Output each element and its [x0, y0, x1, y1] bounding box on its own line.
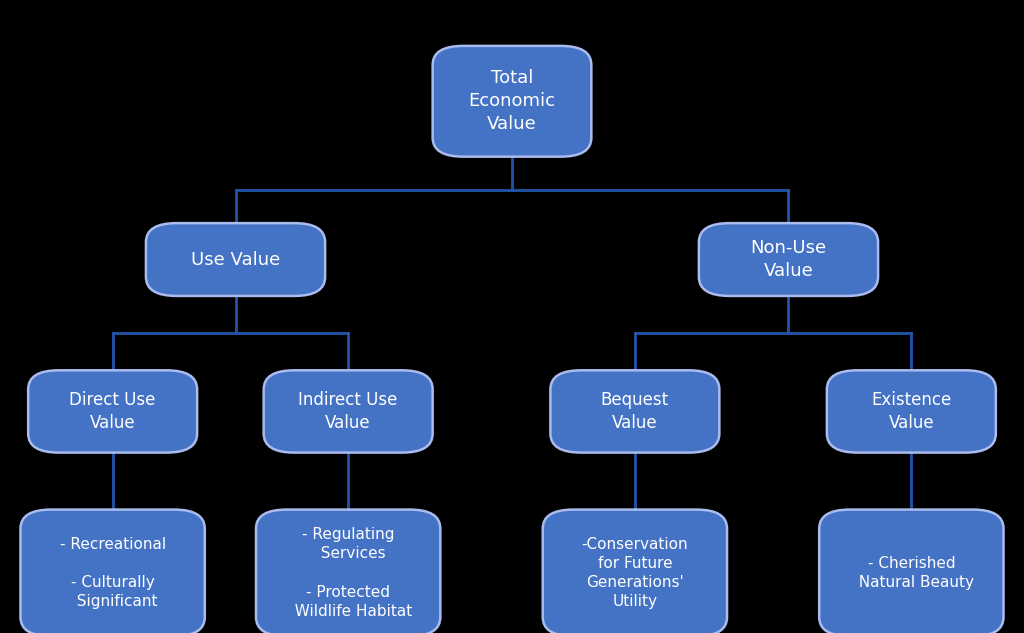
Text: - Cherished
  Natural Beauty: - Cherished Natural Beauty: [849, 556, 974, 590]
FancyBboxPatch shape: [256, 510, 440, 633]
FancyBboxPatch shape: [432, 46, 592, 157]
Text: Use Value: Use Value: [190, 251, 281, 268]
FancyBboxPatch shape: [819, 510, 1004, 633]
Text: - Recreational

- Culturally
  Significant: - Recreational - Culturally Significant: [59, 537, 166, 609]
Text: Direct Use
Value: Direct Use Value: [70, 391, 156, 432]
Text: Bequest
Value: Bequest Value: [601, 391, 669, 432]
FancyBboxPatch shape: [698, 223, 878, 296]
FancyBboxPatch shape: [543, 510, 727, 633]
FancyBboxPatch shape: [20, 510, 205, 633]
Text: -Conservation
for Future
Generations'
Utility: -Conservation for Future Generations' Ut…: [582, 537, 688, 609]
FancyBboxPatch shape: [264, 370, 432, 453]
Text: - Regulating
  Services

- Protected
  Wildlife Habitat: - Regulating Services - Protected Wildli…: [285, 527, 412, 619]
Text: Total
Economic
Value: Total Economic Value: [469, 70, 555, 133]
FancyBboxPatch shape: [551, 370, 719, 453]
Text: Non-Use
Value: Non-Use Value: [751, 239, 826, 280]
Text: Indirect Use
Value: Indirect Use Value: [298, 391, 398, 432]
Text: Existence
Value: Existence Value: [871, 391, 951, 432]
FancyBboxPatch shape: [827, 370, 995, 453]
FancyBboxPatch shape: [28, 370, 197, 453]
FancyBboxPatch shape: [146, 223, 326, 296]
